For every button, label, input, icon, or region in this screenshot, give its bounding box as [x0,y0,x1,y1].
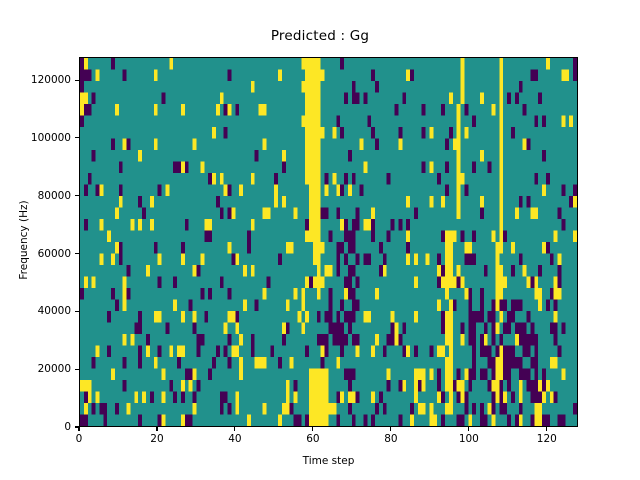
y-tick-mark [75,426,79,428]
y-tick-mark [75,79,79,81]
x-tick-label: 100 [458,433,479,445]
x-tick-mark [546,427,548,431]
x-tick-label: 20 [150,433,164,445]
x-tick-label: 40 [228,433,242,445]
x-tick-mark [312,427,314,431]
heatmap-image [80,58,577,426]
x-tick-label: 80 [384,433,398,445]
y-tick-label: 20000 [37,363,71,376]
x-axis-label: Time step [302,455,355,467]
x-tick-mark [78,427,80,431]
x-tick-label: 120 [536,433,557,445]
heatmap-axes [79,57,578,427]
y-tick-mark [75,137,79,139]
y-tick-label: 40000 [37,305,71,318]
x-tick-mark [234,427,236,431]
x-tick-label: 60 [306,433,320,445]
y-tick-mark [75,310,79,312]
y-tick-mark [75,368,79,370]
x-tick-mark [390,427,392,431]
y-tick-label: 80000 [37,189,71,202]
x-tick-mark [468,427,470,431]
x-tick-mark [156,427,158,431]
chart-title: Predicted : Gg [270,28,370,44]
y-tick-mark [75,195,79,197]
y-tick-label: 100000 [30,131,71,144]
y-tick-label: 60000 [37,247,71,260]
y-tick-mark [75,253,79,255]
y-tick-label: 0 [64,421,71,433]
x-tick-label: 0 [75,433,83,445]
y-tick-label: 120000 [30,74,71,87]
